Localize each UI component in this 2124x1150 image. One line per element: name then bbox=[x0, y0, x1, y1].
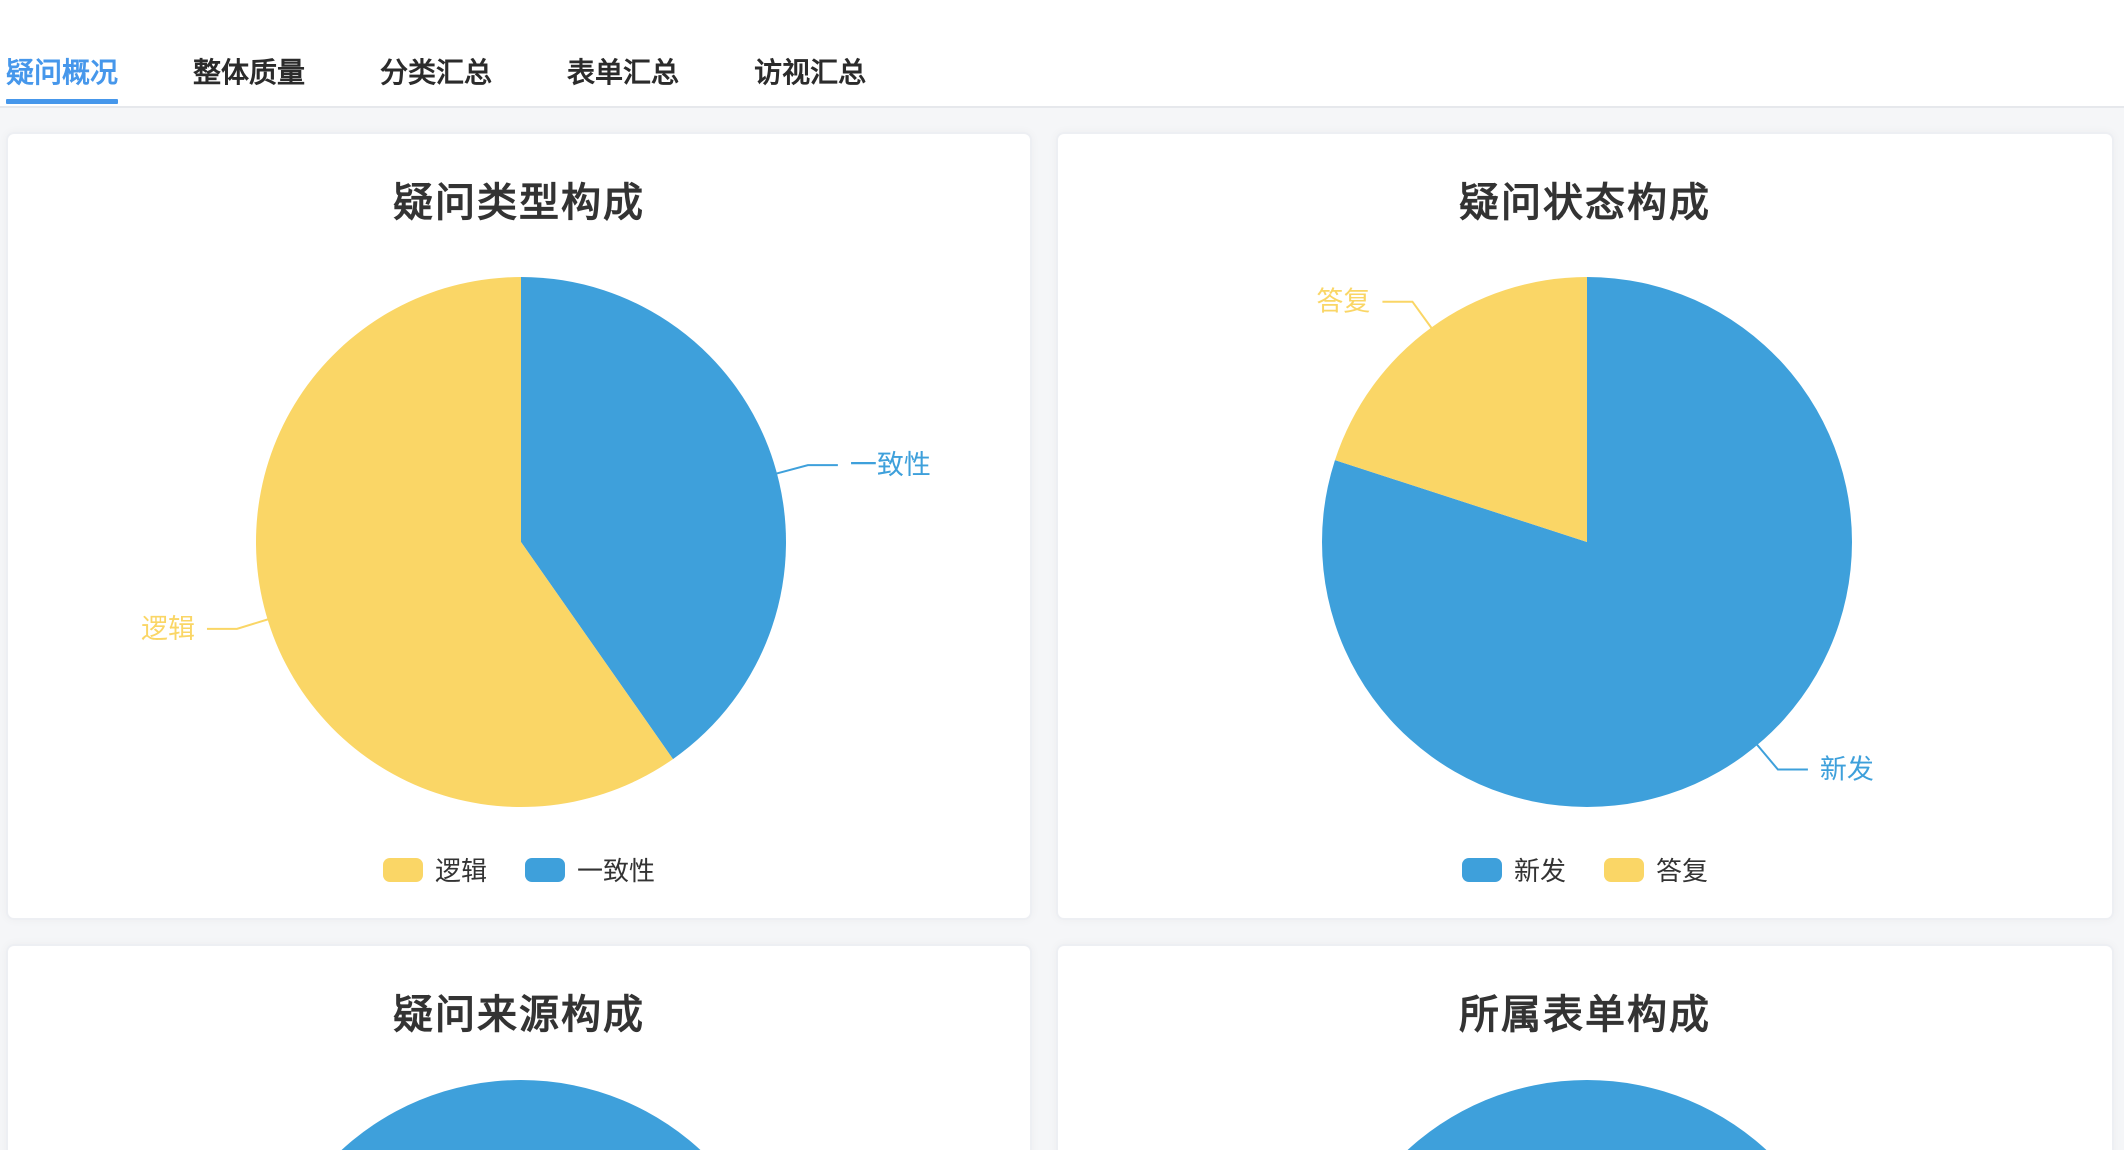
legend-item[interactable]: 逻辑 bbox=[382, 851, 487, 888]
chart-title: 疑问来源构成 bbox=[393, 993, 645, 1037]
pie-chart-form-composition[interactable] bbox=[1058, 946, 2114, 1150]
legend-item[interactable]: 答复 bbox=[1604, 851, 1708, 888]
legend-label: 新发 bbox=[1513, 856, 1566, 886]
chart-title: 疑问类型构成 bbox=[393, 181, 645, 225]
legend-swatch bbox=[525, 857, 565, 882]
tab-form-summary[interactable]: 表单汇总 bbox=[567, 56, 679, 106]
legend-item[interactable]: 新发 bbox=[1461, 851, 1566, 888]
pie-chart-query-source[interactable] bbox=[8, 946, 1032, 1150]
chart-title: 疑问状态构成 bbox=[1459, 181, 1711, 225]
tab-query-overview[interactable]: 疑问概况 bbox=[6, 56, 119, 106]
tab-label: 表单汇总 bbox=[567, 57, 680, 88]
legend-swatch bbox=[1604, 857, 1644, 882]
legend-swatch bbox=[1461, 857, 1502, 882]
tab-label: 整体质量 bbox=[193, 57, 306, 88]
tab-overall-quality[interactable]: 整体质量 bbox=[193, 56, 305, 106]
chart-title: 所属表单构成 bbox=[1459, 993, 1711, 1037]
pie-slice[interactable] bbox=[256, 1080, 786, 1150]
tab-bar: 疑问概况 整体质量 分类汇总 表单汇总 访视汇总 bbox=[0, 0, 2124, 108]
pie-label-leader-line bbox=[206, 617, 270, 630]
pie-label-leader-line bbox=[1382, 300, 1434, 330]
pie-slice[interactable] bbox=[1322, 1080, 1852, 1150]
tab-label: 疑问概况 bbox=[6, 57, 119, 88]
active-tab-underline bbox=[6, 99, 119, 104]
card-query-source: 疑问来源构成 bbox=[6, 944, 1032, 1150]
legend-label: 答复 bbox=[1656, 856, 1709, 886]
tab-label: 分类汇总 bbox=[380, 57, 493, 88]
card-form-composition: 所属表单构成 bbox=[1056, 944, 2114, 1150]
tab-visit-summary[interactable]: 访视汇总 bbox=[754, 56, 866, 106]
legend-swatch bbox=[382, 857, 423, 882]
legend-label: 一致性 bbox=[577, 856, 656, 886]
pie-label-leader-line bbox=[774, 464, 838, 475]
pie-slice[interactable] bbox=[521, 277, 787, 760]
legend-item[interactable]: 一致性 bbox=[525, 851, 655, 888]
card-query-status: 疑问状态构成 新发 答复 新发 答复 bbox=[1056, 132, 2114, 920]
pie-slice[interactable] bbox=[1334, 277, 1587, 542]
pie-slice-label: 答复 bbox=[1316, 287, 1370, 317]
pie-slice-label: 一致性 bbox=[850, 450, 931, 480]
pie-slice[interactable] bbox=[256, 277, 673, 807]
pie-slice-label: 逻辑 bbox=[141, 614, 195, 644]
chart-legend: 新发 答复 bbox=[1058, 851, 2112, 888]
legend-label: 逻辑 bbox=[434, 856, 487, 886]
pie-slice-label: 新发 bbox=[1820, 755, 1874, 785]
charts-grid: 疑问类型构成 一致性 逻辑 逻辑 一致性 疑问状态构成 新发 答复 新发 bbox=[0, 108, 2124, 1150]
tab-category-summary[interactable]: 分类汇总 bbox=[380, 56, 492, 106]
chart-legend: 逻辑 一致性 bbox=[8, 851, 1030, 888]
card-query-type: 疑问类型构成 一致性 逻辑 逻辑 一致性 bbox=[6, 132, 1032, 920]
tab-label: 访视汇总 bbox=[754, 57, 867, 88]
pie-label-leader-line bbox=[1755, 742, 1808, 771]
